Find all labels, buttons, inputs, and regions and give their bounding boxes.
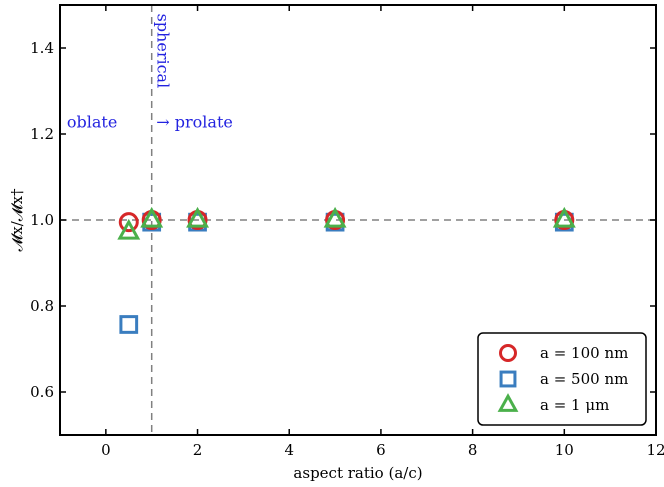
- annotation-oblate: oblate: [67, 113, 117, 132]
- y-tick-label: 0.8: [30, 297, 54, 315]
- data-point-triangle: [140, 206, 164, 228]
- axis-ticks: 0 2 4 6 8 10 12 0.6 0.8 1.0 1.2 1.4: [30, 5, 664, 459]
- annotation-spherical: spherical: [154, 14, 173, 89]
- x-tick-label: 0: [101, 441, 111, 459]
- legend-label: a = 500 nm: [540, 370, 628, 388]
- legend-marker-square: [499, 370, 517, 388]
- legend-label: a = 1 μm: [540, 396, 609, 414]
- data-point-triangle: [552, 206, 576, 228]
- y-axis-label: 𝓜x/𝓜x†: [8, 188, 26, 252]
- legend-item: a = 1 μm: [497, 393, 609, 414]
- data-point-circle: [118, 212, 139, 233]
- y-tick-label: 1.2: [30, 125, 54, 143]
- legend-marker-circle: [499, 344, 517, 362]
- data-point-square: [119, 315, 139, 334]
- series-triangle: [117, 206, 576, 240]
- data-point-triangle: [323, 206, 347, 228]
- legend: a = 100 nm a = 500 nm a = 1 μm: [477, 332, 647, 426]
- legend-item: a = 100 nm: [499, 344, 628, 362]
- y-tick-label: 0.6: [30, 383, 54, 401]
- x-tick-label: 4: [284, 441, 294, 459]
- annotation-prolate: → prolate: [156, 113, 233, 132]
- series-circle: [118, 210, 575, 233]
- series-square: [119, 212, 574, 334]
- data-point-triangle: [117, 218, 141, 240]
- legend-box: [477, 332, 647, 426]
- x-tick-label: 8: [468, 441, 478, 459]
- x-tick-label: 12: [646, 441, 664, 459]
- legend-marker-triangle: [497, 393, 519, 412]
- y-tick-label: 1.0: [30, 211, 54, 229]
- x-axis-label: aspect ratio (a/c): [293, 464, 422, 482]
- x-tick-label: 2: [193, 441, 203, 459]
- annotations: spherical oblate → prolate: [67, 14, 233, 132]
- legend-item: a = 500 nm: [499, 370, 628, 388]
- data-marks: [117, 206, 576, 334]
- legend-label: a = 100 nm: [540, 344, 628, 362]
- data-point-triangle: [186, 206, 210, 228]
- x-tick-label: 10: [555, 441, 574, 459]
- y-tick-label: 1.4: [30, 39, 54, 57]
- x-tick-label: 6: [376, 441, 386, 459]
